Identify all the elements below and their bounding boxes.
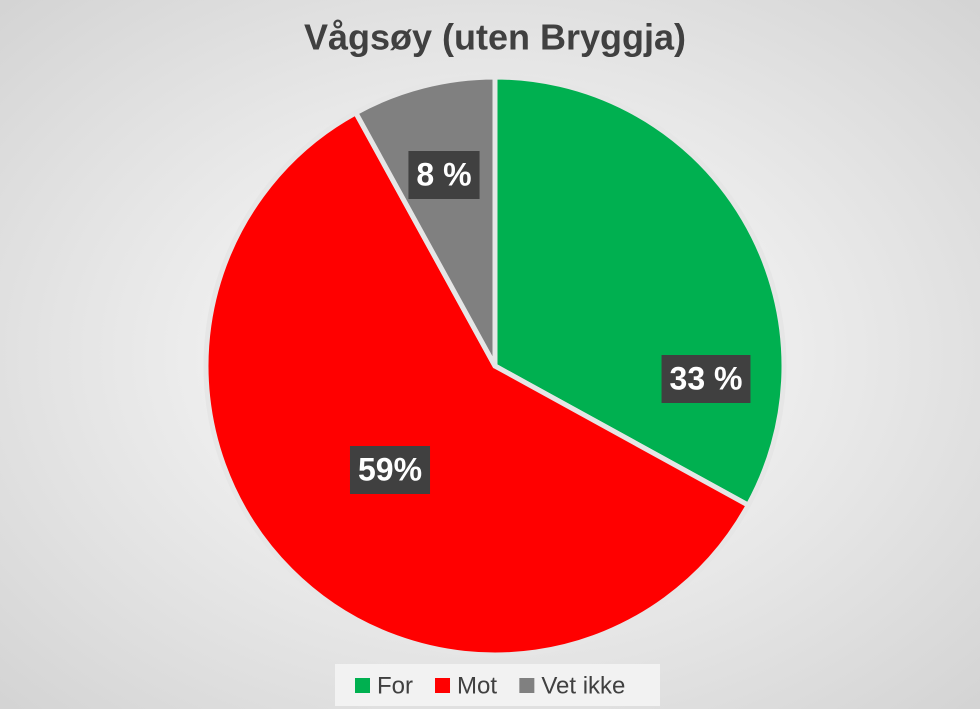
legend-swatch (435, 678, 451, 693)
data-labels: 33 % 59% 8 % (349, 151, 751, 494)
legend-items: For Mot Vet ikke (355, 672, 625, 699)
legend-swatch (519, 678, 535, 693)
data-label: 33 % (661, 355, 751, 403)
data-label-box (349, 446, 431, 494)
legend-label: Vet ikke (541, 672, 625, 699)
data-label-text: 33 % (670, 360, 743, 396)
data-label-box (661, 355, 751, 403)
data-label: 59% (349, 446, 431, 494)
data-label-box (408, 151, 480, 199)
pie-slice (203, 110, 751, 658)
legend (335, 664, 660, 706)
data-label-text: 59% (358, 451, 422, 487)
pie-slice (353, 74, 498, 369)
chart-title: Vågsøy (uten Bryggja) (304, 17, 686, 58)
data-label-text: 8 % (416, 156, 471, 192)
legend-swatch (355, 678, 370, 693)
legend-label: For (377, 672, 413, 699)
data-label: 8 % (408, 151, 480, 199)
legend-label: Mot (457, 672, 497, 699)
